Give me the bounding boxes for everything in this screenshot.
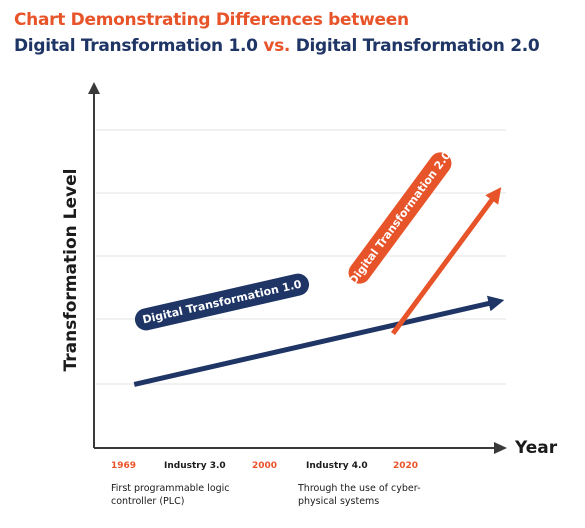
y-axis-arrow — [88, 82, 100, 94]
axes — [88, 82, 507, 454]
x-tick-2020: 2020 — [393, 461, 419, 471]
title-part-dt1: Digital Transformation 1.0 — [14, 36, 258, 56]
y-axis-label: Transformation Level — [61, 168, 81, 372]
x-tick-industry-3: Industry 3.0 — [164, 461, 226, 471]
series-label-dt1-pill — [134, 273, 310, 331]
series-label-dt2-text: Digital Transformation 2.0 — [346, 148, 453, 287]
series-label-dt1: Digital Transformation 1.0 — [134, 273, 310, 331]
x-tick-2000: 2000 — [252, 461, 278, 471]
series-label-dt2-pill — [348, 152, 452, 284]
x-tick-industry-4: Industry 4.0 — [306, 461, 368, 471]
series-line-dt2 — [390, 187, 502, 336]
chart-title-line2: Digital Transformation 1.0 vs. Digital T… — [14, 36, 540, 56]
x-tick-1969: 1969 — [111, 461, 137, 471]
series-line-dt1 — [133, 295, 505, 387]
chart-title-line1: Chart Demonstrating Differences between — [14, 10, 409, 30]
title-vs: vs. — [263, 36, 291, 56]
title-part-dt2: Digital Transformation 2.0 — [295, 36, 540, 56]
note-plc: First programmable logic controller (PLC… — [111, 483, 230, 507]
x-axis-label: Year — [515, 438, 558, 458]
x-axis-arrow — [494, 442, 507, 454]
note-cps: Through the use of cyber-physical system… — [298, 483, 421, 507]
